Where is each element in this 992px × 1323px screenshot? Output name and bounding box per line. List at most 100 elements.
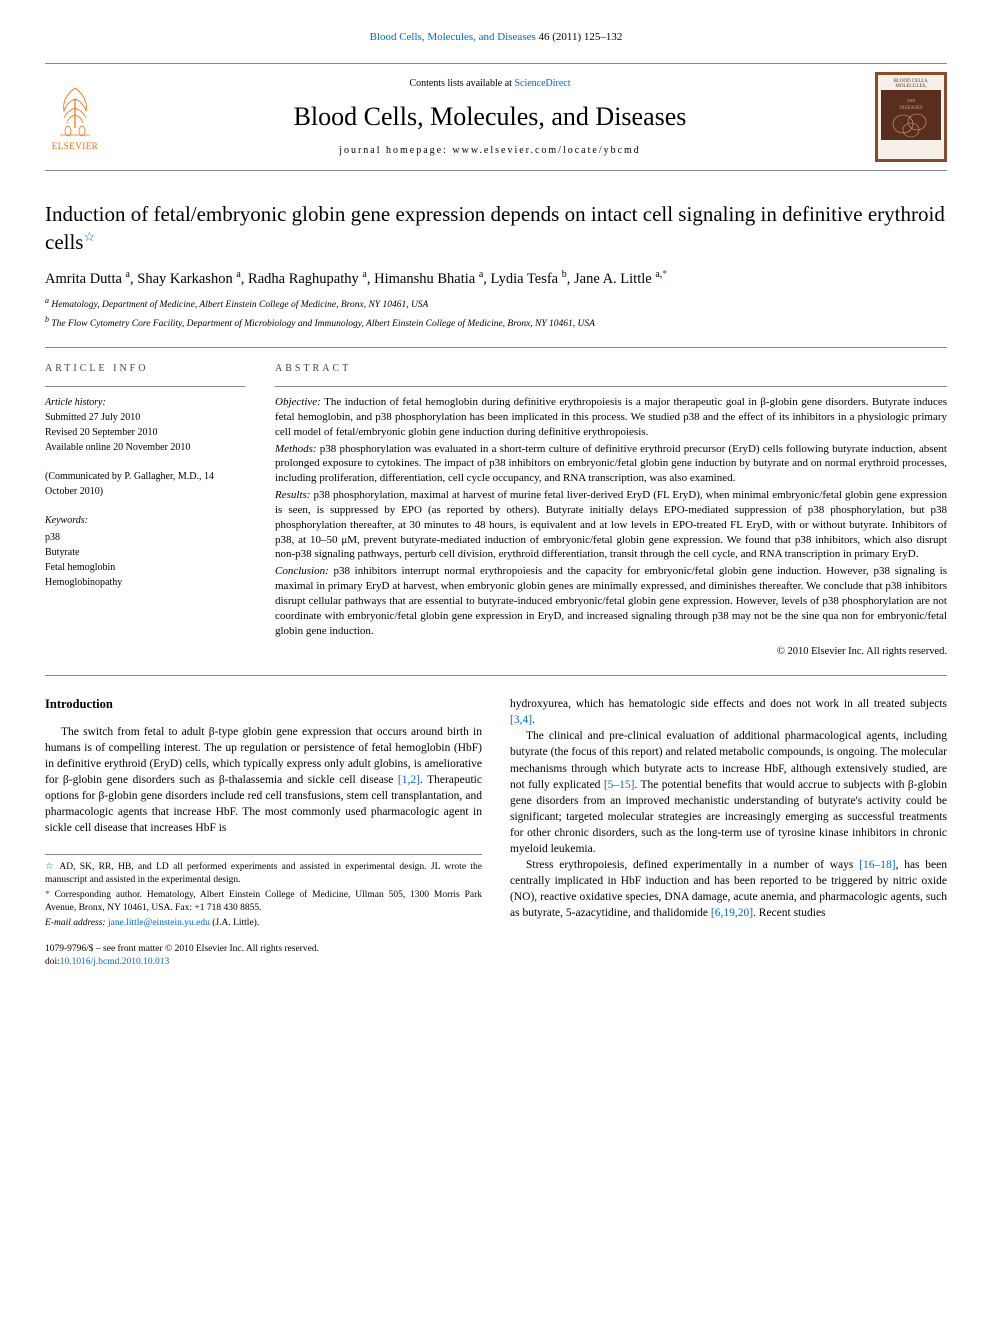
author-affil-marker: a [126,269,130,280]
masthead: ELSEVIER Contents lists available at Sci… [45,63,947,171]
keyword: Butyrate [45,545,245,560]
article-title: Induction of fetal/embryonic globin gene… [45,201,947,256]
keywords-title: Keywords: [45,513,245,528]
doi-block: 1079-9796/$ – see front matter © 2010 El… [45,943,482,969]
author-affil-marker: a [362,269,366,280]
affiliations: a Hematology, Department of Medicine, Al… [45,295,947,331]
affil-a-text: Hematology, Department of Medicine, Albe… [51,300,428,310]
journal-homepage: journal homepage: www.elsevier.com/locat… [117,144,863,158]
methods-label: Methods: [275,443,317,455]
top-citation: Blood Cells, Molecules, and Diseases 46 … [45,30,947,45]
star-footnote: ☆ AD, SK, RR, HB, and LD all performed e… [45,861,482,887]
keywords: Keywords: p38 Butyrate Fetal hemoglobin … [45,513,245,590]
conclusion-text: p38 inhibitors interrupt normal erythrop… [275,565,947,636]
ref-link[interactable]: [1,2] [398,774,420,786]
ref-link[interactable]: [5–15] [604,779,635,791]
article-history: Article history: Submitted 27 July 2010 … [45,395,245,455]
methods-text: p38 phosphorylation was evaluated in a s… [275,443,947,485]
front-matter-line: 1079-9796/$ – see front matter © 2010 El… [45,943,482,956]
elsevier-tree-icon [50,83,100,138]
corr-footnote-text: Corresponding author. Hematology, Albert… [45,890,482,913]
body-paragraph: Stress erythropoiesis, defined experimen… [510,857,947,921]
results-text: p38 phosphorylation, maximal at harvest … [275,489,947,560]
history-online: Available online 20 November 2010 [45,440,245,455]
body-paragraph: The clinical and pre-clinical evaluation… [510,728,947,857]
author: Amrita Dutta a [45,271,130,287]
email-suffix: (J.A. Little). [210,918,259,928]
abstract-methods: Methods: p38 phosphorylation was evaluat… [275,442,947,487]
author: Jane A. Little a,* [574,271,667,287]
body-columns: Introduction The switch from fetal to ad… [45,696,947,969]
footnotes: ☆ AD, SK, RR, HB, and LD all performed e… [45,854,482,929]
elsevier-name: ELSEVIER [52,140,99,153]
author-affil-marker: a [236,269,240,280]
info-abstract-row: ARTICLE INFO Article history: Submitted … [45,348,947,675]
masthead-center: Contents lists available at ScienceDirec… [117,77,863,157]
body-paragraph: The switch from fetal to adult β-type gl… [45,724,482,837]
author: Radha Raghupathy a [248,271,367,287]
affiliation-b: b The Flow Cytometry Core Facility, Depa… [45,314,947,331]
sciencedirect-link[interactable]: ScienceDirect [514,78,570,89]
history-title: Article history: [45,395,245,410]
ref-link[interactable]: [16–18] [859,859,895,871]
corr-footnote: * Corresponding author. Hematology, Albe… [45,889,482,915]
author-affil-marker: a [479,269,483,280]
star-icon: ☆ [45,862,56,872]
svg-text:DISEASES: DISEASES [899,106,923,111]
affiliation-a: a Hematology, Department of Medicine, Al… [45,295,947,312]
divider [45,675,947,676]
affil-b-text: The Flow Cytometry Core Facility, Depart… [51,319,595,329]
email-label: E-mail address: [45,918,108,928]
svg-text:MOLECULES,: MOLECULES, [895,84,926,89]
ref-link[interactable]: [6,19,20] [711,907,753,919]
results-label: Results: [275,489,310,501]
keyword: Fetal hemoglobin [45,560,245,575]
doi-line: doi:10.1016/j.bcmd.2010.10.013 [45,956,482,969]
article-info-label: ARTICLE INFO [45,362,245,376]
intro-heading: Introduction [45,696,482,714]
journal-cover-thumbnail: BLOOD CELLS, MOLECULES, AND DISEASES [875,72,947,162]
title-star-note-link[interactable]: ☆ [83,229,95,244]
divider [45,386,245,387]
homepage-label: journal homepage: [339,145,452,156]
abstract-conclusion: Conclusion: p38 inhibitors interrupt nor… [275,564,947,638]
top-citation-journal: Blood Cells, Molecules, and Diseases [370,31,536,43]
conclusion-label: Conclusion: [275,565,329,577]
top-citation-cite: 46 (2011) 125–132 [536,31,623,43]
doi-link[interactable]: 10.1016/j.bcmd.2010.10.013 [60,957,170,967]
email-link[interactable]: jane.little@einstein.yu.edu [108,918,210,928]
email-footnote: E-mail address: jane.little@einstein.yu.… [45,917,482,930]
journal-name: Blood Cells, Molecules, and Diseases [117,99,863,135]
homepage-url: www.elsevier.com/locate/ybcmd [452,145,640,156]
history-revised: Revised 20 September 2010 [45,425,245,440]
objective-text: The induction of fetal hemoglobin during… [275,396,947,438]
author-affil-marker: b [562,269,567,280]
abstract-objective: Objective: The induction of fetal hemogl… [275,395,947,440]
author: Lydia Tesfa b [491,271,567,287]
divider [275,386,947,387]
body-left-column: Introduction The switch from fetal to ad… [45,696,482,969]
article-info-column: ARTICLE INFO Article history: Submitted … [45,362,245,659]
keyword: Hemoglobinopathy [45,575,245,590]
keyword: p38 [45,530,245,545]
contents-available: Contents lists available at ScienceDirec… [117,77,863,91]
contents-prefix: Contents lists available at [409,78,514,89]
abstract-copyright: © 2010 Elsevier Inc. All rights reserved… [275,645,947,660]
article-title-text: Induction of fetal/embryonic globin gene… [45,202,945,253]
ref-link[interactable]: [3,4] [510,714,532,726]
author: Shay Karkashon a [137,271,241,287]
corresponding-author-link[interactable]: * [662,269,667,280]
history-submitted: Submitted 27 July 2010 [45,410,245,425]
abstract-column: ABSTRACT Objective: The induction of fet… [275,362,947,659]
star-footnote-text: AD, SK, RR, HB, and LD all performed exp… [45,862,482,885]
abstract-results: Results: p38 phosphorylation, maximal at… [275,488,947,562]
elsevier-logo: ELSEVIER [45,83,105,153]
authors-list: Amrita Dutta a, Shay Karkashon a, Radha … [45,268,947,289]
svg-text:AND: AND [907,98,916,103]
author: Himanshu Bhatia a [374,271,483,287]
top-citation-link[interactable]: Blood Cells, Molecules, and Diseases [370,31,536,43]
objective-label: Objective: [275,396,321,408]
body-paragraph: hydroxyurea, which has hematologic side … [510,696,947,728]
abstract-label: ABSTRACT [275,362,947,376]
communicated-by: (Communicated by P. Gallagher, M.D., 14 … [45,469,245,499]
